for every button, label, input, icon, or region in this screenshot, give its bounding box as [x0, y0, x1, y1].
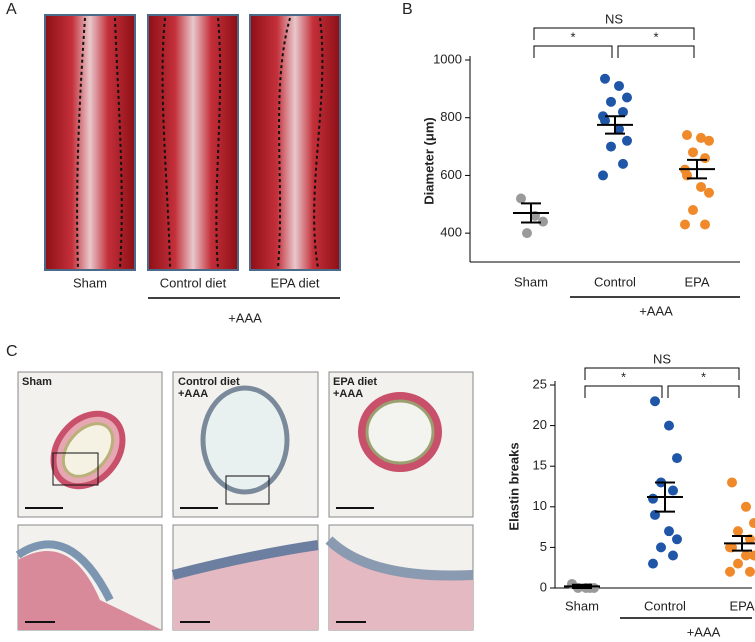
dot: [606, 96, 616, 107]
x-tick-label: EPA: [729, 598, 754, 613]
y-tick-label: 25: [533, 376, 547, 391]
dot: [700, 219, 710, 230]
significance-label: NS: [653, 351, 671, 366]
significance-label: *: [701, 369, 706, 384]
significance-bracket: [533, 45, 613, 58]
image-label: Control diet: [160, 275, 227, 290]
significance-label: *: [570, 29, 575, 44]
dot: [656, 542, 666, 553]
image-label: EPA diet: [333, 376, 377, 388]
panel-label: A: [6, 1, 17, 18]
image-label: EPA diet: [271, 275, 320, 290]
dot: [598, 170, 608, 181]
dot: [700, 153, 710, 164]
dot: [682, 130, 692, 141]
dot: [668, 550, 678, 561]
y-tick-label: 800: [440, 109, 462, 124]
dot: [688, 147, 698, 158]
dot: [650, 396, 660, 407]
significance-label: NS: [605, 11, 623, 26]
dot: [704, 135, 714, 146]
dot: [725, 566, 735, 577]
dot: [745, 566, 755, 577]
x-tick-label: Control: [594, 274, 636, 289]
dot: [600, 115, 610, 126]
y-tick-label: 15: [533, 458, 547, 473]
group-label: +AAA: [687, 624, 721, 639]
dot: [668, 485, 678, 496]
dot: [664, 420, 674, 431]
significance-bracket: [584, 367, 740, 380]
dot: [749, 518, 755, 529]
dot: [522, 228, 532, 239]
dot: [672, 534, 682, 545]
dot: [600, 73, 610, 84]
image-label: +AAA: [178, 388, 208, 400]
y-tick-label: 20: [533, 417, 547, 432]
significance-label: *: [653, 29, 658, 44]
y-tick-label: 5: [540, 539, 547, 554]
x-tick-label: Control: [644, 598, 686, 613]
y-tick-label: 1000: [433, 51, 462, 66]
y-axis-label: Diameter (μm): [421, 117, 436, 204]
panel-label: C: [6, 343, 18, 360]
dot: [733, 558, 743, 569]
histology: [15, 371, 474, 631]
dot: [606, 141, 616, 152]
y-axis-label: Elastin breaks: [506, 442, 521, 530]
significance-bracket: [667, 385, 740, 398]
y-tick-label: 600: [440, 167, 462, 182]
significance-label: *: [621, 369, 626, 384]
x-tick-label: EPA: [684, 274, 709, 289]
group-label: +AAA: [639, 303, 673, 318]
dot: [680, 219, 690, 230]
image-label: Control diet: [178, 376, 240, 388]
dot: [614, 124, 624, 135]
group-label: +AAA: [228, 310, 262, 325]
dot: [648, 493, 658, 504]
dot: [741, 550, 751, 561]
dot: [696, 132, 706, 143]
y-tick-label: 0: [540, 579, 547, 594]
significance-bracket: [617, 45, 695, 58]
dot: [538, 216, 548, 227]
dot: [648, 558, 658, 569]
dot: [664, 526, 674, 537]
dot: [741, 501, 751, 512]
image-label: +AAA: [333, 388, 363, 400]
dot: [696, 181, 706, 192]
y-tick-label: 400: [440, 225, 462, 240]
significance-bracket: [584, 385, 663, 398]
image-label: Sham: [22, 376, 52, 388]
dot: [749, 550, 755, 561]
dot: [516, 193, 526, 204]
dot: [622, 135, 632, 146]
panel-label: B: [402, 1, 413, 18]
dot: [727, 477, 737, 488]
dot: [622, 92, 632, 103]
dot: [618, 106, 628, 117]
photos: [44, 14, 341, 271]
y-tick-label: 10: [533, 498, 547, 513]
x-tick-label: Sham: [565, 598, 599, 613]
dot: [704, 187, 714, 198]
dot: [614, 80, 624, 91]
significance-bracket: [533, 27, 695, 40]
dot: [672, 453, 682, 464]
x-tick-label: Sham: [514, 274, 548, 289]
dot: [618, 158, 628, 169]
dot: [733, 526, 743, 537]
dot: [688, 205, 698, 216]
image-label: Sham: [73, 275, 107, 290]
